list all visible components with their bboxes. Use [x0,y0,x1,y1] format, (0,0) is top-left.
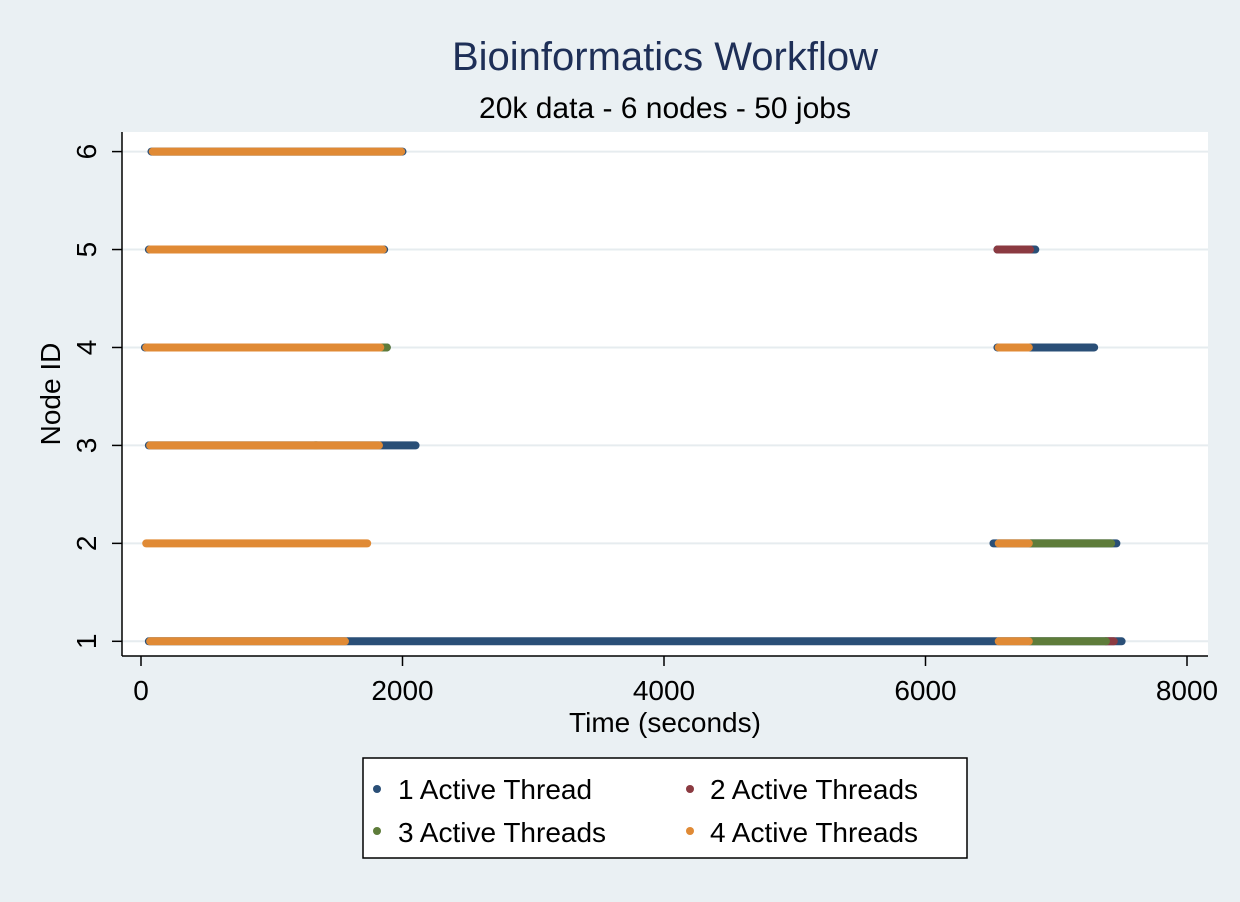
y-axis-label: Node ID [35,343,66,446]
legend-label-3-threads: 3 Active Threads [398,817,606,848]
chart-title: Bioinformatics Workflow [452,35,878,79]
x-tick-label-4000: 4000 [633,675,695,706]
y-tick-label-4: 4 [71,340,102,356]
data-series [140,147,1126,646]
y-tick-label-3: 3 [71,438,102,454]
x-tick-label-6000: 6000 [894,675,956,706]
series-4 [142,147,1033,646]
plot-area [122,132,1208,656]
legend-marker-1-thread [373,785,381,793]
legend-label-4-threads: 4 Active Threads [710,817,918,848]
y-tick-label-5: 5 [71,242,102,258]
y-tick-label-2: 2 [71,536,102,552]
legend-marker-2-threads [686,785,694,793]
legend-marker-3-threads [373,827,381,835]
y-tick-label-6: 6 [71,144,102,160]
x-tick-label-2000: 2000 [371,675,433,706]
axes: 0 2000 4000 6000 8000 1 2 3 4 5 6 [71,132,1218,706]
legend-label-1-thread: 1 Active Thread [398,774,592,805]
legend: 1 Active Thread 2 Active Threads 3 Activ… [362,757,968,859]
legend-label-2-threads: 2 Active Threads [710,774,918,805]
legend-marker-4-threads [686,827,694,835]
legend-box [362,757,968,859]
chart-subtitle: 20k data - 6 nodes - 50 jobs [479,92,851,125]
y-tick-label-1: 1 [71,634,102,650]
x-tick-label-0: 0 [133,675,149,706]
x-axis-label: Time (seconds) [569,707,761,738]
x-tick-label-8000: 8000 [1156,675,1218,706]
